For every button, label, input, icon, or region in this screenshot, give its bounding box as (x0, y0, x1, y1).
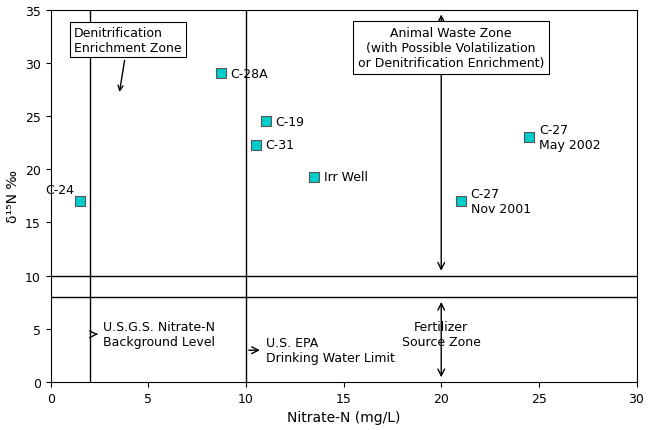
Text: Fertilizer
Source Zone: Fertilizer Source Zone (402, 320, 481, 348)
Text: C-28A: C-28A (230, 68, 268, 81)
Text: Animal Waste Zone
(with Possible Volatilization
or Denitrification Enrichment): Animal Waste Zone (with Possible Volatil… (358, 27, 544, 69)
Text: Irr Well: Irr Well (324, 171, 368, 184)
Text: U.S.G.S. Nitrate-N
Background Level: U.S.G.S. Nitrate-N Background Level (90, 320, 215, 348)
Y-axis label: δ¹⁵N ‰: δ¹⁵N ‰ (6, 170, 20, 223)
Text: C-19: C-19 (275, 116, 304, 129)
Text: C-27
May 2002: C-27 May 2002 (539, 124, 601, 152)
Text: C-27
Nov 2001: C-27 Nov 2001 (471, 188, 530, 216)
Text: U.S. EPA
Drinking Water Limit: U.S. EPA Drinking Water Limit (249, 336, 395, 364)
Text: C-24: C-24 (45, 184, 74, 197)
Text: C-31: C-31 (265, 139, 294, 152)
Text: Denitrification
Enrichment Zone: Denitrification Enrichment Zone (74, 27, 182, 91)
X-axis label: Nitrate-N (mg/L): Nitrate-N (mg/L) (287, 411, 400, 424)
